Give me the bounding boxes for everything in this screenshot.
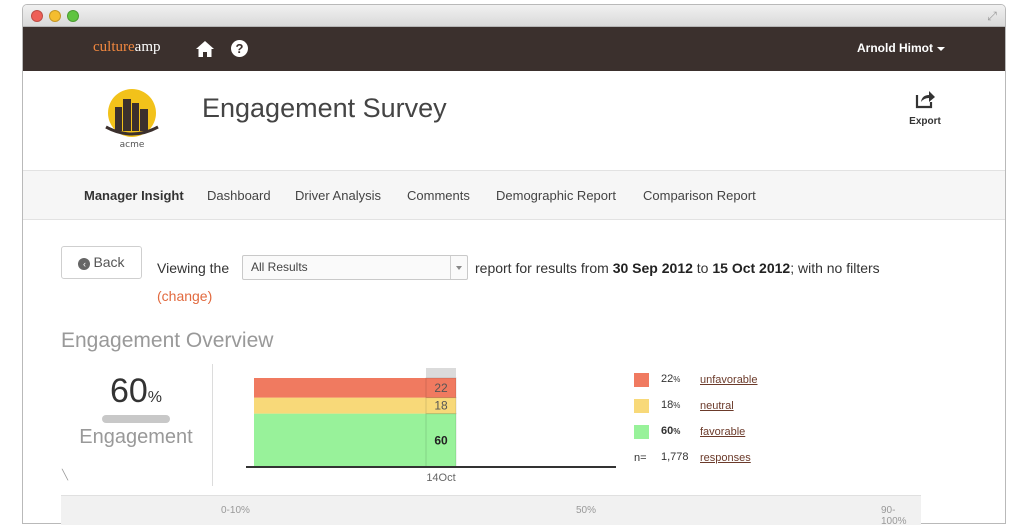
chevron-down-icon [937,46,945,51]
distribution-scale: 0-10% 50% 90-100% [61,495,921,527]
tab-demographic-report[interactable]: Demographic Report [496,188,616,203]
home-icon[interactable] [195,39,215,59]
chevron-down-icon [450,256,467,279]
export-icon [915,91,935,109]
back-button[interactable]: ‹ Back [61,246,142,279]
legend-item-unfavorable: 22% unfavorable [634,370,834,390]
legend-link-neutral[interactable]: neutral [700,400,734,412]
report-select-value: All Results [251,260,308,274]
x-tick-label: 14Oct [426,472,455,484]
change-link[interactable]: (change) [157,288,213,304]
minimize-window-button[interactable] [49,10,61,22]
date-to: 15 Oct 2012 [712,260,791,276]
report-date-range: report for results from 30 Sep 2012 to 1… [475,260,880,276]
legend-item-neutral: 18% neutral [634,396,834,416]
info-icon: ╲ [62,470,69,481]
legend-responses: n= 1,778 responses [634,451,751,464]
engagement-score: 60% Engagement [61,372,211,449]
top-navigation-bar: cultureamp ? Arnold Himot [23,27,1005,71]
legend-item-favorable: 60% favorable [634,422,834,442]
data-label-neutral: 18 [434,399,448,413]
close-window-button[interactable] [31,10,43,22]
tab-manager-insight[interactable]: Manager Insight [84,188,184,203]
legend-link-unfavorable[interactable]: unfavorable [700,374,758,386]
scale-right: 90-100% [881,505,907,527]
column-segment-unfavorable [425,377,457,399]
help-icon[interactable]: ? [231,40,248,57]
engagement-chart-svg: 60 18 22 14Oct [246,368,616,484]
report-tabs: Manager Insight Dashboard Driver Analysi… [23,170,1005,220]
back-label: Back [93,254,125,270]
score-label: Engagement [79,426,193,448]
divider [212,364,213,486]
engagement-chart: 60 18 22 14Oct [216,365,616,485]
score-unit: % [147,389,163,406]
company-logo: acme [105,89,159,149]
cultureamp-logo[interactable]: cultureamp [93,39,161,55]
title-bar: ⤢ [23,5,1005,27]
page-header: acme Engagement Survey Export [23,71,1005,170]
legend-swatch [634,399,649,413]
data-label-favorable: 60 [434,433,448,447]
browser-window: ⤢ cultureamp ? Arnold Himot acme Engagem… [22,4,1006,524]
tab-driver-analysis[interactable]: Driver Analysis [295,188,381,203]
legend-link-favorable[interactable]: favorable [700,426,746,438]
scale-mid: 50% [576,505,597,516]
user-menu[interactable]: Arnold Himot [857,41,945,55]
user-name: Arnold Himot [857,41,933,55]
page-title: Engagement Survey [202,93,447,123]
chevron-left-icon: ‹ [78,258,91,270]
export-label: Export [909,116,941,127]
export-button[interactable]: Export [905,89,945,127]
data-label-unfavorable: 22 [434,381,448,395]
score-value: 60 [109,372,148,410]
section-title: Engagement Overview [61,329,274,352]
score-bar [102,415,170,423]
scale-left: 0-10% [221,505,250,516]
maximize-window-button[interactable] [67,10,79,22]
tab-comments[interactable]: Comments [407,188,470,203]
area-favorable [254,413,456,467]
responses-link[interactable]: responses [700,452,751,464]
responses-count: 1,778 [661,451,689,463]
tab-dashboard[interactable]: Dashboard [207,188,271,203]
date-from: 30 Sep 2012 [612,260,693,276]
area-neutral [254,397,456,414]
area-unfavorable [254,378,456,398]
tab-comparison-report[interactable]: Comparison Report [643,188,756,203]
viewing-label: Viewing the [157,260,230,276]
report-select[interactable]: All Results [242,255,468,280]
legend-swatch [634,373,649,387]
fullscreen-icon[interactable]: ⤢ [987,9,997,23]
legend-swatch [634,425,649,439]
company-logo-text: acme [120,140,145,149]
